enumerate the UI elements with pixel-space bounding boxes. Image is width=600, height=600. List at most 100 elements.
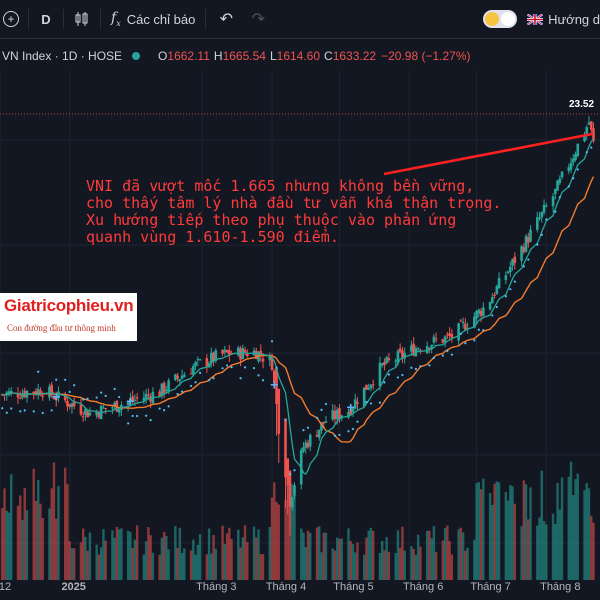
psar-dot [567, 185, 570, 188]
candle-body [284, 418, 287, 478]
candle-body [162, 382, 166, 394]
volume-bar [10, 474, 13, 580]
candle-body [576, 143, 580, 156]
undo-button[interactable]: ↶ [214, 5, 238, 33]
candle-body [88, 412, 92, 416]
interval-button[interactable]: D [41, 11, 51, 27]
psar-dot [136, 414, 139, 418]
candle-body [410, 345, 413, 352]
volume-bar [7, 512, 11, 580]
candle-body [254, 350, 258, 360]
volume-bar [241, 537, 244, 580]
candle-body [335, 409, 339, 420]
candle-body [497, 277, 501, 289]
volume-bar [291, 484, 294, 580]
volume-bar [120, 528, 123, 580]
volume-bar [479, 489, 483, 580]
chart-grid [0, 70, 600, 580]
volume-bar [275, 501, 278, 580]
volume-bar [560, 477, 564, 580]
psar-dot [572, 177, 575, 180]
volume-bar [196, 544, 200, 580]
candle-body [347, 411, 350, 418]
psar-dot [207, 379, 211, 382]
guide-button[interactable]: Hướng d [527, 5, 600, 33]
psar-dot [396, 376, 400, 379]
candle-body [513, 256, 517, 264]
candle-body [288, 470, 292, 507]
volume-bar [246, 542, 249, 580]
volume-bar [466, 547, 469, 580]
volume-bar [243, 525, 247, 580]
volume-bar [230, 538, 233, 580]
candle-body [587, 122, 591, 125]
candle-body [270, 357, 274, 371]
psar-dot [37, 370, 40, 373]
fast-moving-average-line [2, 138, 595, 475]
volume-bar [5, 510, 8, 580]
annotation-arrow-line [383, 132, 593, 176]
volume-bar [506, 500, 510, 580]
symbol-label[interactable]: VN Index · 1D · HOSE [2, 49, 123, 63]
candle-body [477, 309, 481, 314]
guide-label: Hướng d [548, 11, 600, 27]
volume-bar [443, 528, 447, 580]
volume-bar [300, 528, 303, 580]
volume-bar [41, 517, 44, 580]
candle-body [378, 362, 382, 387]
price-chart[interactable]: + + + + 12 2025 Tháng 3 Tháng 4 Tháng 5 Tháng 6 T… [0, 70, 600, 600]
candle-body [396, 351, 400, 364]
candle-body [387, 358, 391, 361]
psar-dot [347, 430, 350, 433]
psar-dot [261, 379, 265, 382]
candle-body [308, 434, 312, 447]
psar-dot [73, 384, 76, 387]
high-value: 1665.54 [222, 49, 266, 63]
candle-body [192, 365, 195, 375]
candle-body [320, 422, 323, 431]
volume-bar [324, 532, 328, 580]
psar-dot [10, 407, 13, 410]
candle-body [205, 358, 209, 367]
volume-bar [446, 525, 449, 580]
volume-bar [99, 547, 103, 580]
add-symbol-button[interactable]: + [2, 5, 20, 33]
psar-dot [82, 398, 85, 401]
candle-body [63, 394, 67, 401]
candle-body [272, 370, 276, 383]
psar-dot [252, 366, 256, 370]
volume-bar [115, 526, 119, 580]
volume-bar [403, 550, 406, 580]
close-value: 1633.22 [332, 49, 377, 63]
theme-toggle[interactable] [483, 10, 518, 28]
volume-bar [387, 551, 391, 580]
volume-bar [133, 539, 137, 580]
candle-body [553, 188, 557, 194]
volume-bar [167, 549, 170, 580]
candle-body [79, 404, 83, 415]
price-scale-tag: 23.52 [569, 99, 595, 110]
volume-bar [198, 534, 202, 580]
volume-bar [50, 488, 53, 580]
psar-dot [32, 410, 35, 413]
indicators-button[interactable]: fx Các chỉ báo [109, 5, 197, 33]
candle-body [9, 390, 13, 394]
volume-bar [592, 522, 595, 580]
volume-bar [529, 487, 532, 580]
candle-body [403, 353, 406, 359]
volume-bar [16, 505, 20, 580]
redo-button[interactable]: ↷ [246, 5, 270, 33]
volume-bar [37, 480, 40, 580]
volume-bar [66, 484, 69, 580]
volume-bar [511, 486, 514, 580]
candle-body [479, 310, 483, 316]
candle-body [268, 356, 272, 361]
candle-body [569, 162, 573, 170]
chart-type-button[interactable] [72, 5, 92, 33]
psar-dot [428, 364, 431, 367]
volume-bar [144, 541, 148, 580]
volume-bar [488, 493, 492, 580]
watermark-logo: Giatricophieu.vn Con đường đầu tư thông … [0, 293, 137, 341]
psar-dot [459, 332, 462, 335]
crossover-markers: + + + + [52, 376, 355, 415]
